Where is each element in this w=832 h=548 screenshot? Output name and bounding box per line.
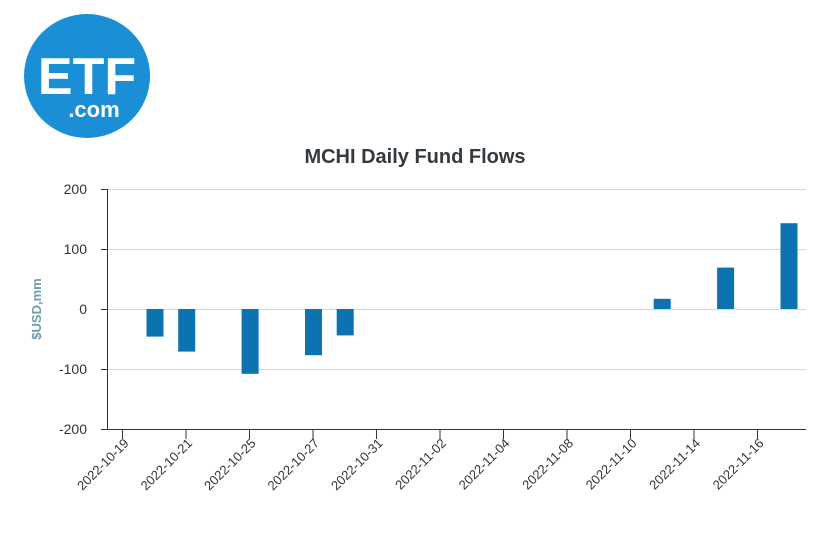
- etf-logo-icon: ETF .com: [24, 14, 150, 138]
- gridlines: [107, 189, 806, 370]
- x-tick-labels: 2022-10-19 2022-10-21 2022-10-25 2022-10-27…: [74, 436, 767, 494]
- logo-sub-text: .com: [68, 97, 119, 122]
- x-tick-label: 2022-11-16: [710, 436, 767, 493]
- y-tick-label: 100: [64, 241, 88, 257]
- bar-2022-10-27: [305, 309, 322, 356]
- x-tick-label: 2022-11-02: [392, 436, 449, 493]
- chart-title: MCHI Daily Fund Flows: [304, 146, 525, 168]
- bar-2022-10-20: [146, 309, 164, 337]
- x-tick-label: 2022-11-04: [456, 436, 513, 493]
- y-tick-label: -100: [59, 361, 87, 377]
- x-tick-label: 2022-10-25: [201, 436, 259, 494]
- x-tick-label: 2022-10-21: [137, 436, 195, 494]
- bar-2022-10-25: [241, 309, 259, 374]
- x-tick-label: 2022-11-08: [519, 436, 576, 493]
- y-tick-label: 0: [79, 301, 87, 317]
- logo-main-text: ETF: [38, 48, 136, 106]
- logo-circle: [24, 14, 150, 138]
- bar-2022-11-15: [717, 267, 735, 309]
- y-tick-label: 200: [64, 181, 88, 197]
- x-tick-label: 2022-10-31: [328, 436, 386, 494]
- y-tick-label: -200: [59, 421, 87, 437]
- bar-2022-10-28: [336, 309, 354, 336]
- y-axis-label: $USD,mm: [29, 278, 44, 339]
- x-tick-label: 2022-10-19: [74, 436, 132, 494]
- x-tick-label: 2022-11-10: [583, 436, 640, 493]
- x-tick-label: 2022-11-14: [646, 436, 703, 493]
- bar-2022-11-17: [780, 223, 798, 309]
- y-tick-labels: 200 100 0 -100 -200: [59, 181, 87, 437]
- bars: [146, 223, 798, 374]
- axes: [101, 189, 806, 439]
- bar-2022-11-11: [653, 298, 671, 309]
- etf-logo: ETF .com: [24, 14, 150, 138]
- x-tick-label: 2022-10-27: [264, 436, 322, 494]
- bar-2022-10-21: [178, 309, 196, 352]
